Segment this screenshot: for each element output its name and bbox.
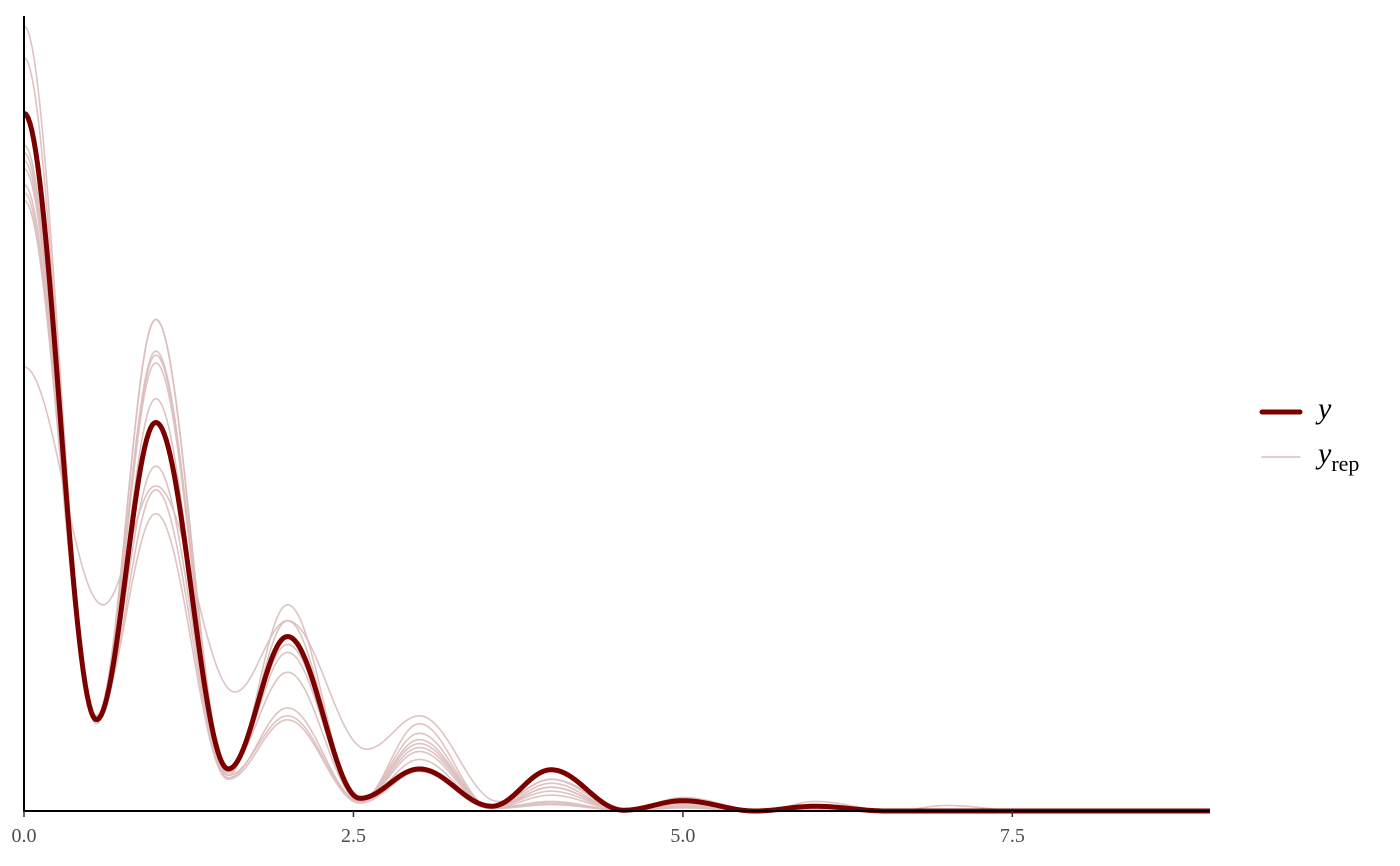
yrep-density-line-3 (23, 152, 1210, 812)
yrep-density-line-4 (23, 167, 1210, 812)
legend: y yrep (1259, 392, 1359, 476)
yrep-series-group (23, 25, 1210, 812)
yrep-density-line-9 (23, 144, 1210, 812)
y-density-line (22, 110, 1211, 814)
legend-label: yrep (1315, 437, 1359, 476)
x-tick-label: 7.5 (1000, 825, 1025, 847)
x-tick-label: 0.0 (12, 825, 37, 847)
x-axis-ticks: 0.0 2.5 5.0 7.5 (12, 811, 1025, 847)
yrep-density-line-8 (23, 199, 1210, 812)
y-series-group (22, 110, 1211, 814)
legend-label: y (1315, 392, 1332, 425)
x-tick-label: 2.5 (341, 825, 366, 847)
yrep-density-line-7 (23, 191, 1210, 812)
yrep-density-line-5 (23, 160, 1210, 812)
yrep-density-line-10 (23, 366, 1210, 812)
x-tick-label: 5.0 (670, 825, 695, 847)
yrep-density-line-6 (23, 183, 1210, 812)
